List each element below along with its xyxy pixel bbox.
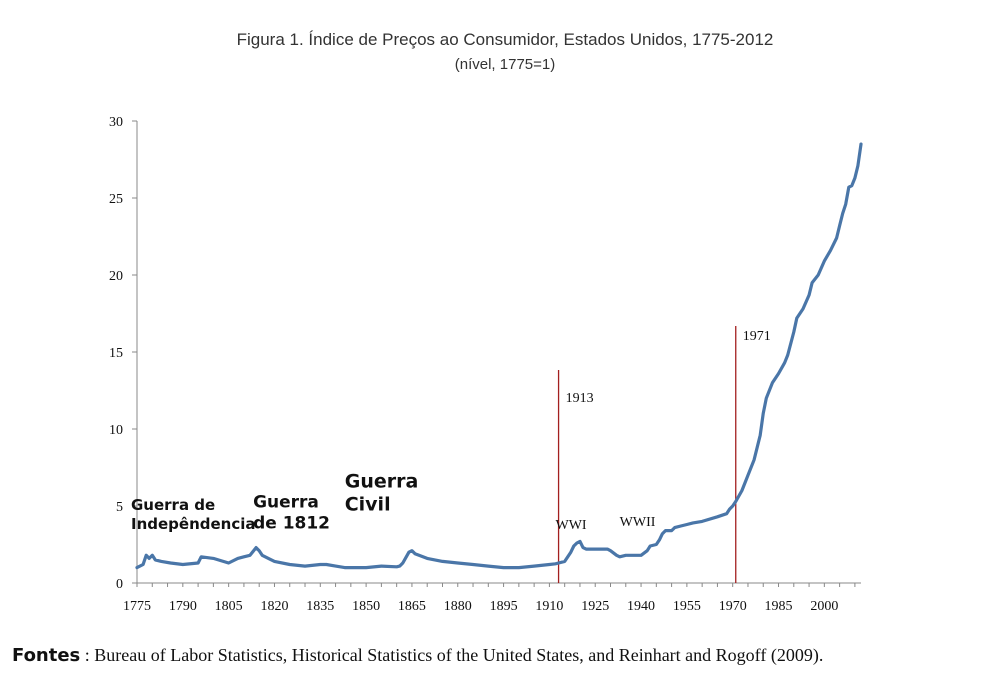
annotation-label: WWII [620,515,656,530]
x-tick-label: 1790 [169,599,197,614]
vline-label-1971: 1971 [743,329,771,344]
annotation-label: Civil [345,494,391,516]
x-tick-label: 1940 [627,599,655,614]
event-lines: 1913 1971 [557,326,771,583]
x-tick-label: 1880 [444,599,472,614]
annotation-label: Guerra [253,493,319,513]
annotation-label: Guerra de [131,496,215,514]
chart-title: Figura 1. Índice de Preços ao Consumidor… [236,30,774,49]
footer-separator: : [80,645,95,665]
vline-label-1913: 1913 [566,391,594,406]
y-tick-label: 30 [109,115,123,130]
x-tick-label: 1775 [123,599,151,614]
x-tick-label: 2000 [810,599,838,614]
x-tick-label: 1970 [719,599,747,614]
x-tick-label: 1865 [398,599,426,614]
chart-series [135,142,863,570]
chart-axes: 0 5 10 15 20 25 30 1775 1790 1805 1820 1835 1850 1865… [109,115,861,614]
x-tick-label: 1895 [490,599,518,614]
footer-text: Bureau of Labor Statistics, Historical S… [94,645,824,665]
y-tick-label: 10 [109,423,123,438]
chart-subtitle: (nível, 1775=1) [454,56,556,73]
x-tick-label: 1835 [306,599,334,614]
y-tick-label: 20 [109,269,123,284]
x-tick-label: 1805 [215,599,243,614]
x-tick-label: 1820 [260,599,288,614]
x-tick-label: 1955 [673,599,701,614]
source-footer: Fontes : Bureau of Labor Statistics, His… [12,645,823,666]
footer-label: Fontes [12,645,81,666]
y-tick-label: 25 [109,192,123,207]
y-tick-label: 15 [109,346,123,361]
x-tick-label: 1985 [765,599,793,614]
x-tick-label: 1850 [352,599,380,614]
x-tick-label: 1910 [535,599,563,614]
annotation-label: Indepêndencia [131,515,256,533]
x-tick-label: 1925 [581,599,609,614]
annotation-label: WWI [556,518,587,533]
y-tick-label: 5 [116,500,123,515]
cpi-series-line [135,142,863,570]
annotation-label: de 1812 [253,513,330,533]
annotation-label: Guerra [345,471,419,493]
y-tick-label: 0 [116,577,123,592]
